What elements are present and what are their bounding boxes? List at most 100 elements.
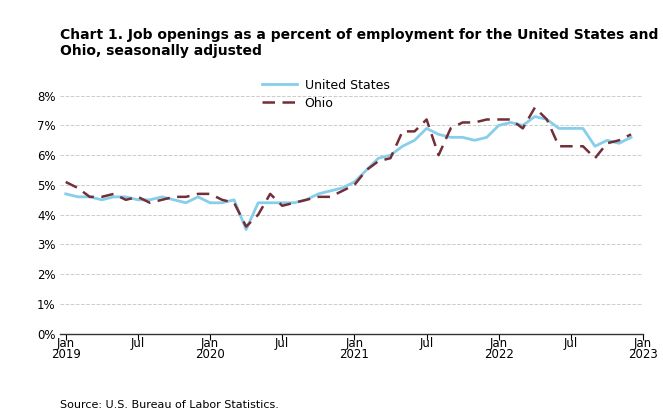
United States bbox=[543, 117, 551, 122]
Ohio bbox=[134, 194, 142, 199]
United States bbox=[86, 194, 93, 199]
Ohio bbox=[122, 197, 130, 202]
Text: 2021: 2021 bbox=[339, 349, 369, 361]
Ohio bbox=[242, 224, 250, 229]
United States bbox=[254, 200, 262, 205]
Ohio bbox=[507, 117, 514, 122]
Ohio bbox=[387, 156, 394, 161]
Ohio bbox=[278, 203, 286, 208]
United States bbox=[410, 138, 418, 143]
Legend: United States, Ohio: United States, Ohio bbox=[259, 75, 393, 113]
United States bbox=[290, 200, 298, 205]
Ohio bbox=[615, 138, 623, 143]
United States bbox=[387, 153, 394, 158]
Text: Jan: Jan bbox=[634, 337, 652, 350]
Text: Jul: Jul bbox=[275, 337, 289, 350]
United States bbox=[519, 123, 527, 128]
Ohio bbox=[543, 117, 551, 122]
United States bbox=[567, 126, 575, 131]
United States bbox=[603, 138, 611, 143]
United States bbox=[146, 197, 154, 202]
Ohio bbox=[627, 132, 635, 137]
Ohio bbox=[254, 212, 262, 217]
Text: 2019: 2019 bbox=[51, 349, 81, 361]
Line: Ohio: Ohio bbox=[66, 108, 631, 227]
United States bbox=[62, 192, 70, 197]
Ohio bbox=[182, 194, 190, 199]
Ohio bbox=[422, 117, 430, 122]
United States bbox=[435, 132, 443, 137]
United States bbox=[351, 180, 359, 185]
Ohio bbox=[363, 168, 371, 173]
United States bbox=[375, 156, 383, 161]
Ohio bbox=[495, 117, 503, 122]
Ohio bbox=[471, 120, 479, 125]
Ohio bbox=[194, 192, 202, 197]
Text: 2022: 2022 bbox=[484, 349, 514, 361]
Ohio bbox=[519, 126, 527, 131]
Ohio bbox=[218, 197, 226, 202]
Ohio bbox=[435, 153, 443, 158]
United States bbox=[555, 126, 563, 131]
Ohio bbox=[591, 156, 599, 161]
Ohio bbox=[98, 194, 106, 199]
Ohio bbox=[302, 197, 310, 202]
Text: Jan: Jan bbox=[490, 337, 508, 350]
United States bbox=[398, 144, 406, 149]
United States bbox=[338, 185, 346, 190]
United States bbox=[447, 135, 455, 140]
Ohio bbox=[398, 129, 406, 134]
United States bbox=[314, 192, 322, 197]
United States bbox=[98, 197, 106, 202]
Ohio bbox=[531, 105, 539, 110]
Ohio bbox=[338, 188, 346, 193]
United States bbox=[471, 138, 479, 143]
United States bbox=[182, 200, 190, 205]
Text: Jan: Jan bbox=[56, 337, 75, 350]
Ohio bbox=[351, 183, 359, 187]
United States bbox=[194, 194, 202, 199]
Ohio bbox=[375, 159, 383, 164]
Ohio bbox=[603, 141, 611, 146]
United States bbox=[531, 114, 539, 119]
Text: Jul: Jul bbox=[420, 337, 434, 350]
United States bbox=[278, 200, 286, 205]
Ohio bbox=[447, 126, 455, 131]
United States bbox=[158, 194, 166, 199]
Ohio bbox=[567, 144, 575, 149]
United States bbox=[134, 197, 142, 202]
Ohio bbox=[62, 180, 70, 185]
United States bbox=[483, 135, 491, 140]
United States bbox=[591, 144, 599, 149]
Ohio bbox=[146, 200, 154, 205]
United States bbox=[170, 197, 178, 202]
United States bbox=[110, 194, 118, 199]
Text: Jul: Jul bbox=[564, 337, 578, 350]
United States bbox=[267, 200, 274, 205]
Ohio bbox=[230, 200, 238, 205]
Text: 2023: 2023 bbox=[629, 349, 658, 361]
Text: Source: U.S. Bureau of Labor Statistics.: Source: U.S. Bureau of Labor Statistics. bbox=[60, 400, 278, 410]
Ohio bbox=[326, 194, 334, 199]
United States bbox=[302, 197, 310, 202]
Ohio bbox=[267, 192, 274, 197]
United States bbox=[579, 126, 587, 131]
Ohio bbox=[579, 144, 587, 149]
Ohio bbox=[555, 144, 563, 149]
Line: United States: United States bbox=[66, 117, 631, 229]
Ohio bbox=[206, 192, 214, 197]
Ohio bbox=[459, 120, 467, 125]
United States bbox=[230, 197, 238, 202]
Ohio bbox=[170, 194, 178, 199]
United States bbox=[363, 168, 371, 173]
Text: Jan: Jan bbox=[345, 337, 363, 350]
United States bbox=[459, 135, 467, 140]
Ohio bbox=[74, 185, 82, 190]
Text: Jan: Jan bbox=[201, 337, 219, 350]
Ohio bbox=[410, 129, 418, 134]
Ohio bbox=[110, 192, 118, 197]
United States bbox=[74, 194, 82, 199]
United States bbox=[218, 200, 226, 205]
United States bbox=[615, 141, 623, 146]
Ohio bbox=[483, 117, 491, 122]
